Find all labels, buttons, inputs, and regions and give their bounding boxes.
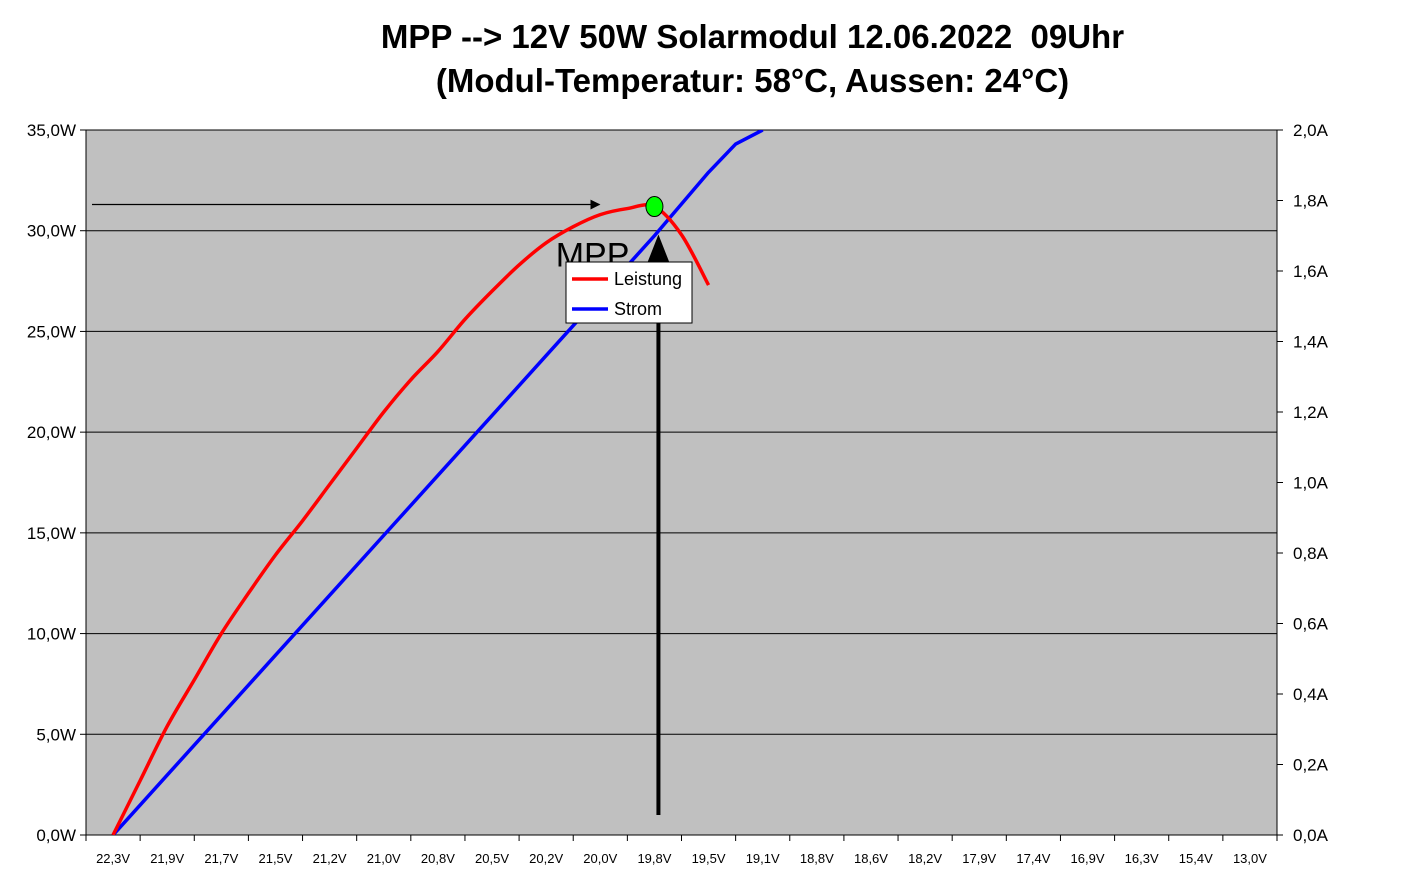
series-layer (111, 130, 764, 835)
legend-label-leistung: Leistung (614, 269, 682, 289)
x-tick-label: 21,5V (258, 851, 292, 866)
x-tick-label: 21,7V (204, 851, 238, 866)
x-tick-label: 19,1V (746, 851, 780, 866)
vertical-arrow-head (647, 234, 670, 263)
x-tick-label: 13,0V (1233, 851, 1267, 866)
x-tick-label: 21,9V (150, 851, 184, 866)
y-left-tick-label: 15,0W (27, 524, 76, 543)
x-tick-label: 17,9V (962, 851, 996, 866)
y-right-tick-label: 1,4A (1293, 333, 1329, 352)
y-left-tick-label: 35,0W (27, 121, 76, 140)
series-line-leistung (111, 203, 711, 835)
y-left-tick-label: 20,0W (27, 423, 76, 442)
chart-subtitle: (Modul-Temperatur: 58°C, Aussen: 24°C) (435, 62, 1070, 99)
legend-label-strom: Strom (614, 299, 662, 319)
y-right-tick-label: 1,8A (1293, 192, 1329, 211)
chart-title: MPP --> 12V 50W Solarmodul 12.06.2022 09… (380, 18, 1125, 55)
x-tick-label: 20,8V (421, 851, 455, 866)
axes: 0,0W 5,0W 10,0W 15,0W 20,0W 25,0W 30,0W 35,0W 0,… (27, 121, 1329, 866)
mpp-point (645, 196, 664, 218)
x-tick-label: 20,0V (583, 851, 617, 866)
y-right-tick-label: 0,2A (1293, 756, 1329, 775)
gridlines (86, 129, 1277, 735)
y-right-tick-label: 0,8A (1293, 544, 1329, 563)
y-right-tick-label: 0,4A (1293, 685, 1329, 704)
y-left-tick-label: 5,0W (36, 725, 76, 744)
plot-area (85, 129, 1278, 836)
x-tick-label: 16,3V (1125, 851, 1159, 866)
x-tick-label: 19,8V (637, 851, 671, 866)
y-left-tick-label: 25,0W (27, 322, 76, 341)
x-tick-label: 18,6V (854, 851, 888, 866)
series-line-strom (111, 130, 764, 835)
legend-box (565, 261, 693, 324)
y-right-tick-label: 1,0A (1293, 474, 1329, 493)
x-tick-label: 20,5V (475, 851, 509, 866)
y-right-tick-label: 1,6A (1293, 262, 1329, 281)
x-tick-label: 22,3V (96, 851, 130, 866)
x-tick-label: 16,9V (1071, 851, 1105, 866)
y-left-tick-label: 0,0W (36, 826, 76, 845)
legend: Leistung Strom (565, 261, 693, 324)
x-tick-label: 18,8V (800, 851, 834, 866)
y-right-tick-label: 0,6A (1293, 615, 1329, 634)
y-left-tick-label: 10,0W (27, 625, 76, 644)
x-tick-label: 17,4V (1016, 851, 1050, 866)
x-tick-label: 15,4V (1179, 851, 1213, 866)
y-left-tick-label: 30,0W (27, 222, 76, 241)
x-tick-label: 21,2V (313, 851, 347, 866)
y-right-tick-label: 1,2A (1293, 403, 1329, 422)
x-tick-label: 21,0V (367, 851, 401, 866)
x-tick-label: 19,5V (692, 851, 726, 866)
y-right-tick-label: 0,0A (1293, 826, 1329, 845)
x-tick-label: 18,2V (908, 851, 942, 866)
x-tick-label: 20,2V (529, 851, 563, 866)
y-right-tick-label: 2,0A (1293, 121, 1329, 140)
